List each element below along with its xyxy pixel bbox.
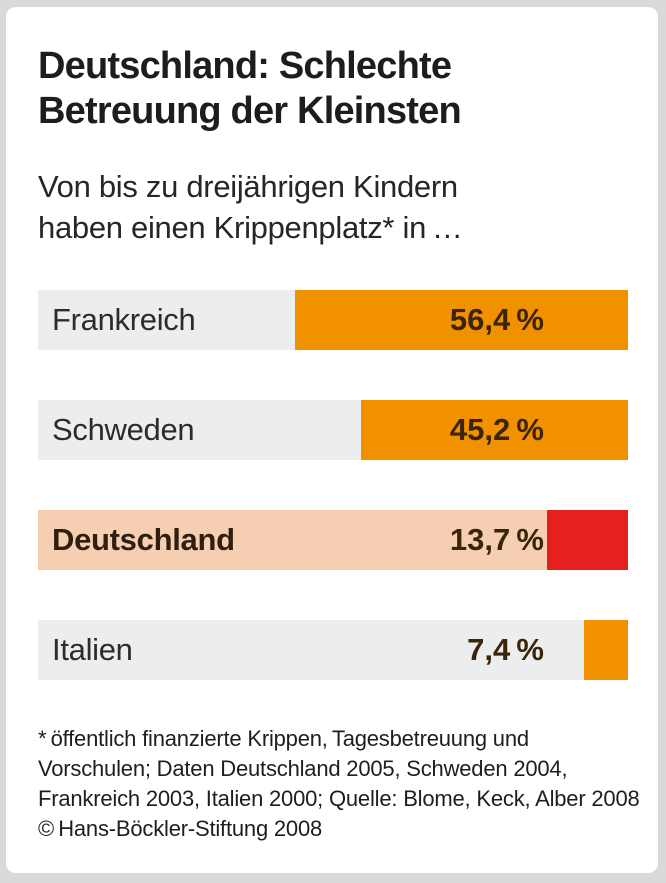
country-label: Italien [52,632,133,667]
chart-title: Deutschland: Schlechte Betreuung der Kle… [38,44,462,134]
chart-subtitle-line2: haben einen Krippenplatz* in … [38,210,463,245]
bar [295,290,628,350]
value-label: 13,7 % [449,522,544,557]
copyright: © Hans-Böckler-Stiftung 2008 [38,816,323,841]
footnote-line: Vorschulen; Daten Deutschland 2005, Schw… [38,756,568,781]
footnote-line: * öffentlich finanzierte Krippen, Tagesb… [38,726,529,751]
footnote: * öffentlich finanzierte Krippen, Tagesb… [38,724,640,844]
bar-row-italien: Italien 7,4 % [38,620,628,680]
country-label: Frankreich [52,302,196,337]
value-label: 7,4 % [467,632,544,667]
bar [547,510,628,570]
country-label: Deutschland [52,522,235,557]
bar [584,620,628,680]
chart-title-line1: Deutschland: Schlechte [38,45,452,87]
chart-subtitle-line1: Von bis zu dreijährigen Kindern [38,169,458,204]
bar-row-deutschland: Deutschland 13,7 % [38,510,628,570]
bar-row-frankreich: Frankreich 56,4 % [38,290,628,350]
value-label: 56,4 % [449,302,544,337]
bar-row-schweden: Schweden 45,2 % [38,400,628,460]
chart-title-line2: Betreuung der Kleinsten [38,90,462,132]
chart-subtitle: Von bis zu dreijährigen Kindern haben ei… [38,166,463,248]
country-label: Schweden [52,412,195,447]
value-label: 45,2 % [449,412,544,447]
footnote-line: Frankreich 2003, Italien 2000; Quelle: B… [38,786,640,811]
bar [361,400,628,460]
